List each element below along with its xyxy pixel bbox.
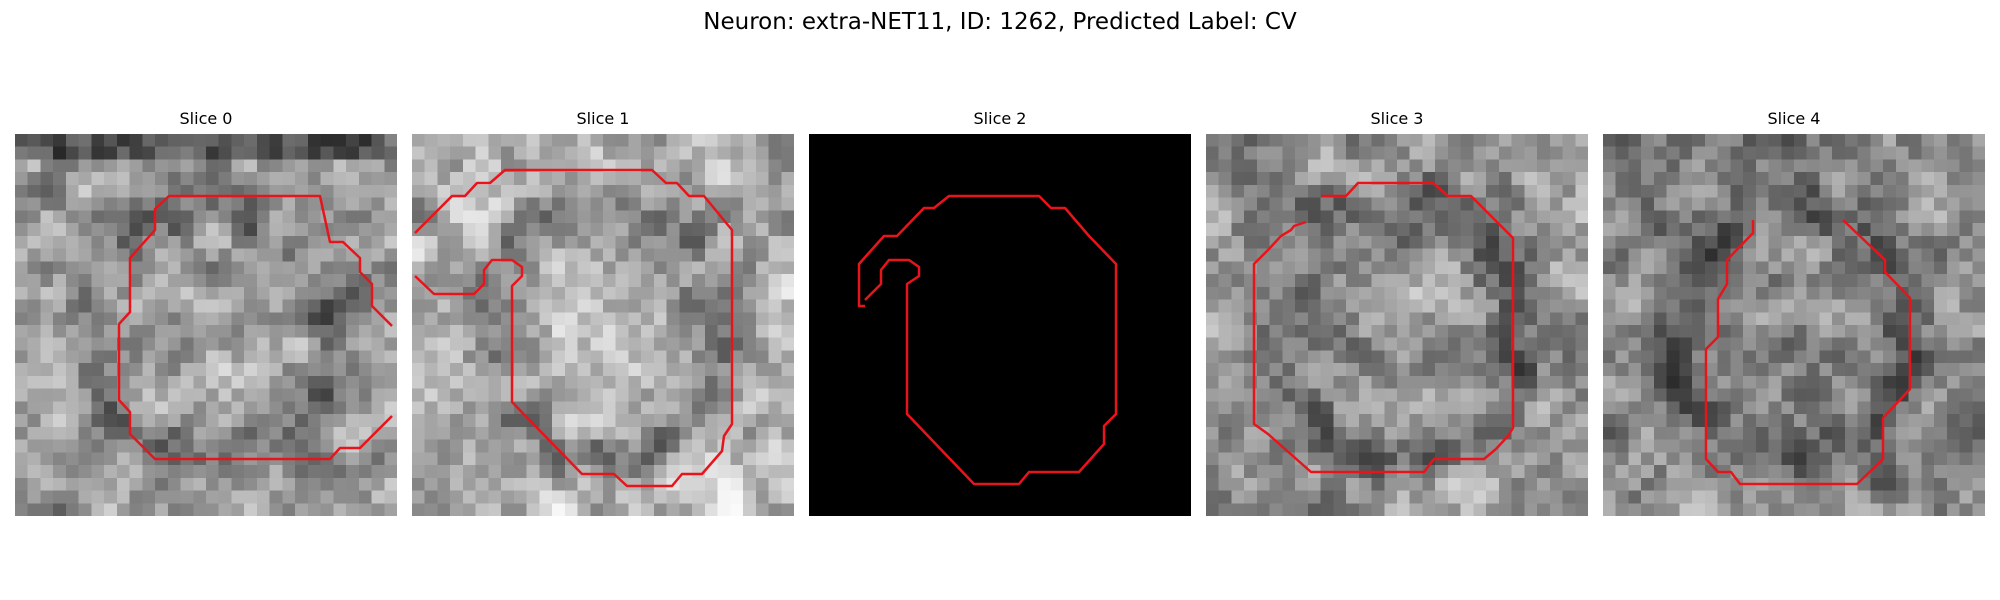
slice-image — [412, 134, 794, 516]
panel-title: Slice 3 — [1370, 109, 1424, 128]
panel-slice-2: Slice 2 — [809, 108, 1191, 518]
panel-title: Slice 0 — [179, 109, 233, 128]
roi-contour — [414, 168, 734, 488]
slice-image — [1206, 134, 1588, 516]
slice-image — [1603, 134, 1985, 516]
roi-contour — [117, 194, 393, 461]
panel-title: Slice 1 — [576, 109, 630, 128]
slice-image — [15, 134, 397, 516]
panel-slice-0: Slice 0 — [15, 108, 397, 518]
roi-contour — [1704, 219, 1912, 486]
panel-title: Slice 4 — [1767, 109, 1821, 128]
slice-image — [809, 134, 1191, 516]
figure-title: Neuron: extra-NET11, ID: 1262, Predicted… — [703, 9, 1297, 35]
panel-slice-3: Slice 3 — [1206, 108, 1588, 518]
roi-contour — [857, 194, 1118, 486]
panel-slice-4: Slice 4 — [1603, 108, 1985, 518]
panel-title: Slice 2 — [973, 109, 1027, 128]
roi-contour — [1252, 181, 1515, 474]
panel-slice-1: Slice 1 — [412, 108, 794, 518]
